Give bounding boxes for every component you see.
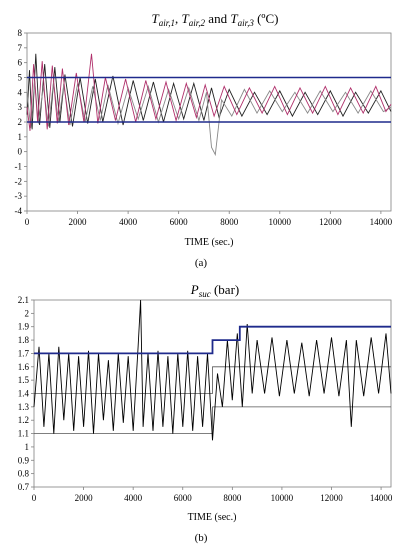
- chart-b-upper-limit: [34, 325, 391, 355]
- chart-b-ytick-label: 1.2: [18, 415, 29, 425]
- chart-b-xtick-label: 12000: [320, 493, 343, 503]
- chart-a-xtick-label: 10000: [269, 217, 292, 227]
- chart-a-ytick-label: 2: [18, 117, 23, 127]
- chart-b-ytick-label: 0.8: [18, 469, 30, 479]
- chart-b-ytick-label: 1.4: [18, 389, 30, 399]
- chart-b-ytick-label: 1.9: [18, 322, 30, 332]
- chart-b-series-line-1: [33, 299, 392, 441]
- chart-a-title-t1-sub: air,1: [159, 18, 175, 28]
- chart-b-ytick-label: 1: [25, 442, 30, 452]
- chart-a-series-line-3: [26, 53, 392, 131]
- chart-b-xtick-label: 6000: [174, 493, 193, 503]
- chart-b-lower-band: [34, 406, 391, 434]
- chart-b-xtick-label: 2000: [75, 493, 94, 503]
- chart-b-ytick-label: 0.9: [18, 455, 30, 465]
- chart-a-ytick-label: 4: [18, 87, 23, 97]
- chart-a-ytick-label: 8: [18, 28, 23, 38]
- chart-a-title-t3: T: [230, 11, 238, 26]
- chart-b-title-unit: (bar): [211, 282, 240, 297]
- chart-a-ytick-label: 3: [18, 102, 23, 112]
- chart-a-title-t3-sub: air,3: [238, 18, 255, 28]
- chart-b-xtick-label: 0: [32, 493, 37, 503]
- chart-a-xtick-label: 14000: [370, 217, 393, 227]
- chart-a-title-unit: (ºC): [254, 11, 279, 26]
- chart-b-y-ticks: 0.7 0.8 0.9 1 1.1 1.2 1.3 1.4 1.5 1.6 1.7 1.8 1.9 2 2.…: [18, 295, 34, 492]
- chart-b-xtick-label: 14000: [370, 493, 393, 503]
- chart-a-ytick-label: -3: [15, 191, 23, 201]
- chart-b-ytick-label: 1.6: [18, 362, 30, 372]
- chart-b-ytick-label: 0.7: [18, 482, 30, 492]
- chart-a-y-ticks: -4 -3 -2 -1 0 1 2 3 4 5 6 7 8: [15, 28, 27, 216]
- chart-a-x-ticks: 0 2000 4000 6000 8000 10000 12000 14000: [25, 211, 393, 227]
- chart-b-xtick-label: 10000: [271, 493, 294, 503]
- chart-a-panel-label: (a): [195, 257, 208, 269]
- chart-a-ytick-label: 1: [18, 132, 23, 142]
- chart-b-upper-band: [34, 366, 391, 394]
- chart-a-xtick-label: 8000: [220, 217, 239, 227]
- chart-b-series: [33, 299, 392, 441]
- chart-b-ytick-label: 1.8: [18, 335, 30, 345]
- chart-b-ytick-label: 1.3: [18, 402, 30, 412]
- chart-a-xtick-label: 4000: [119, 217, 138, 227]
- chart-a-ytick-label: -4: [15, 206, 23, 216]
- chart-b-ytick-label: 1.5: [18, 375, 30, 385]
- chart-b-title-p: P: [190, 282, 199, 297]
- chart-a-xtick-label: 12000: [319, 217, 342, 227]
- chart-b-ytick-label: 2: [25, 308, 30, 318]
- chart-a-xtick-label: 6000: [170, 217, 189, 227]
- chart-b-title: Psuc (bar): [190, 282, 239, 299]
- chart-b-ytick-label: 1.7: [18, 348, 30, 358]
- chart-a-xlabel: TIME (sec.): [185, 237, 234, 248]
- chart-a-title-sep1: ,: [175, 11, 182, 26]
- chart-a-title: Tair,1, Tair,2 and Tair,3 (ºC): [152, 11, 279, 28]
- chart-b-title-sub: suc: [199, 289, 211, 299]
- chart-b-ytick-label: 1.1: [18, 429, 29, 439]
- chart-a-title-and: and: [205, 11, 230, 26]
- chart-a: Tair,1, Tair,2 and Tair,3 (ºC) -4 -3 -2 -1 0…: [15, 11, 393, 269]
- chart-a-xtick-label: 2000: [69, 217, 88, 227]
- chart-a-xtick-label: 0: [25, 217, 30, 227]
- chart-a-ytick-label: -1: [15, 162, 23, 172]
- chart-a-series: [26, 53, 392, 157]
- chart-b-xtick-label: 8000: [223, 493, 242, 503]
- chart-b-panel-label: (b): [195, 532, 208, 544]
- chart-b-ytick-label: 2.1: [18, 295, 29, 305]
- chart-a-title-t2-sub: air,2: [189, 18, 206, 28]
- chart-b: Psuc (bar) 0.7 0.8 0.9 1 1.1 1.2 1.3 1.4 1.5 1.6 1…: [18, 282, 393, 544]
- chart-a-ytick-label: 0: [18, 147, 23, 157]
- chart-b-xlabel: TIME (sec.): [188, 512, 237, 523]
- chart-a-ytick-label: -2: [15, 176, 23, 186]
- chart-a-ytick-label: 5: [18, 73, 23, 83]
- chart-a-ytick-label: 7: [18, 43, 23, 53]
- chart-b-xtick-label: 4000: [124, 493, 143, 503]
- chart-a-title-t1: T: [152, 11, 160, 26]
- chart-a-title-t2: T: [182, 11, 190, 26]
- chart-a-ytick-label: 6: [18, 58, 23, 68]
- chart-b-x-ticks: 0 2000 4000 6000 8000 10000 12000 14000: [32, 487, 393, 503]
